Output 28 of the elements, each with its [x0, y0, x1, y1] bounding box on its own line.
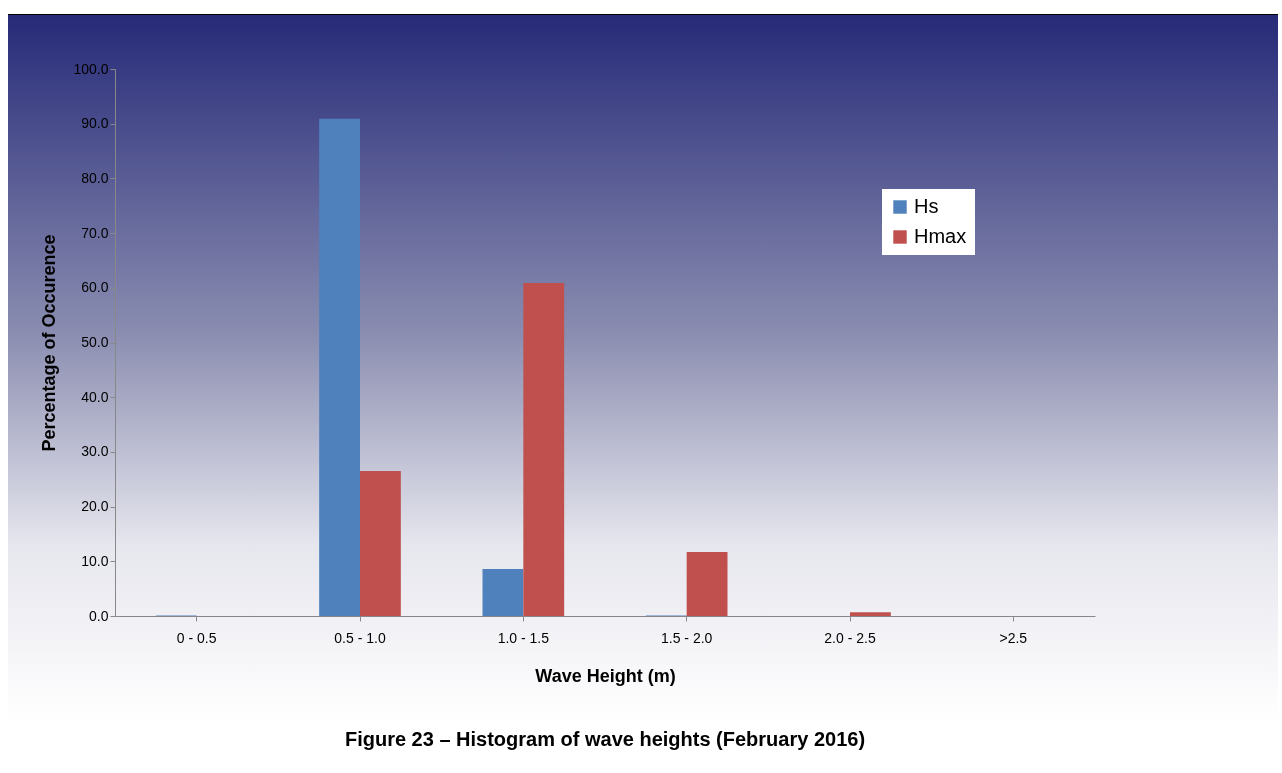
y-tick-label: 60.0	[81, 279, 109, 296]
y-tick-label: 0.0	[89, 607, 109, 624]
bar	[482, 568, 524, 616]
y-tick-label: 50.0	[81, 334, 109, 350]
bar	[523, 282, 565, 616]
y-tick-label: 20.0	[81, 498, 109, 515]
y-tick-label: 70.0	[81, 224, 109, 241]
y-tick-label: 30.0	[81, 443, 109, 460]
y-tick-label: 40.0	[81, 388, 109, 405]
legend-label: Hs	[914, 195, 939, 217]
y-tick-label: 10.0	[81, 552, 109, 569]
legend-label: Hmax	[914, 225, 967, 247]
bar	[319, 118, 360, 616]
x-axis-title: Wave Height (m)	[535, 665, 676, 686]
bar	[686, 552, 728, 616]
y-tick-label: 80.0	[81, 169, 109, 186]
y-tick-label: 90.0	[81, 115, 109, 132]
y-tick-label: 100.0	[73, 60, 109, 77]
x-tick-label: 0 - 0.5	[176, 629, 217, 646]
x-tick-label: 1.5 - 2.0	[660, 629, 713, 646]
y-axis-title: Percentage of Occurence	[39, 234, 60, 452]
x-tick-label: 0.5 - 1.0	[334, 629, 386, 646]
bar	[850, 612, 891, 616]
x-tick-label: 2.0 - 2.5	[824, 629, 876, 646]
x-tick-label: >2.5	[999, 629, 1028, 646]
text: Figure 23 – Histogram of wave heights (February 2016)	[344, 728, 866, 750]
x-tick-label: 1.0 - 1.5	[497, 629, 550, 646]
bar	[360, 471, 401, 616]
